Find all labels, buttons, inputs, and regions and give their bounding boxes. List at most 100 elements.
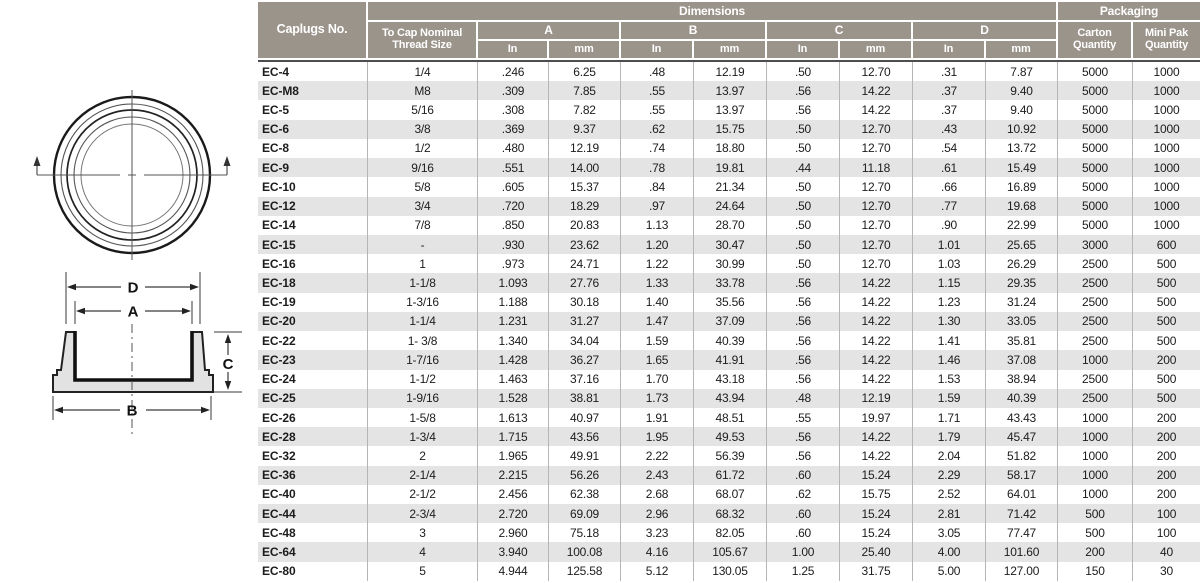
cell-thread-size: 9/16: [368, 158, 478, 178]
cell-c-mm: 11.18: [840, 158, 913, 178]
cell-d-mm: 64.01: [986, 484, 1058, 505]
cell-mini-pak-qty: 200: [1156, 468, 1177, 483]
cell-mini-pak-qty: 1000: [1153, 160, 1180, 175]
cell-a-in: 2.720: [478, 504, 549, 524]
cell-d-in: .61: [913, 158, 986, 178]
cell-carton-qty: 3000: [1058, 234, 1133, 255]
cell-c-mm: 12.70: [840, 234, 913, 255]
cell-caplugs-no: EC-44: [258, 504, 368, 524]
cell-a-mm: 100.08: [549, 542, 621, 562]
cell-d-in: 4.00: [913, 542, 986, 562]
cell-d-in: 5.00: [913, 561, 986, 581]
cell-b-mm: 68.07: [694, 484, 767, 505]
cell-c-mm: 12.70: [840, 177, 913, 197]
cell-a-mm: 43.56: [549, 427, 621, 447]
cell-carton-qty: 5000: [1058, 62, 1133, 82]
cell-d-mm: 77.47: [986, 523, 1058, 543]
cell-c-in: .62: [767, 484, 840, 505]
cell-c-mm: 15.24: [840, 523, 913, 543]
header-group-c: C: [767, 22, 913, 41]
cell-d-mm: 7.87: [986, 62, 1058, 82]
cell-d-mm: 9.40: [986, 81, 1058, 101]
cell-b-mm: 15.75: [694, 119, 767, 139]
cell-b-mm: 49.53: [694, 427, 767, 447]
cell-b-in: 1.91: [621, 407, 694, 428]
cell-thread-size: 3/8: [368, 119, 478, 139]
cell-b-in: 1.65: [621, 350, 694, 370]
cell-d-in: 1.23: [913, 292, 986, 312]
cell-d-mm: 22.99: [986, 215, 1058, 235]
cell-thread-size: 1-3/4: [368, 427, 478, 447]
cell-c-mm: 14.22: [840, 446, 913, 466]
section-arrow-right: [223, 156, 231, 175]
cell-thread-size: 1-1/4: [368, 311, 478, 332]
cell-thread-size: 2: [368, 446, 478, 466]
cell-c-mm: 14.22: [840, 292, 913, 312]
header-thread-size: To Cap Nominal Thread Size: [368, 22, 478, 60]
cell-b-in: .78: [621, 158, 694, 178]
cell-b-in: 2.68: [621, 484, 694, 505]
cell-b-mm: 12.19: [694, 62, 767, 82]
cell-c-mm: 14.22: [840, 81, 913, 101]
cell-caplugs-no: EC-40: [258, 484, 368, 505]
cell-mini-pak-qty: 200: [1156, 410, 1177, 425]
cell-c-mm: 15.24: [840, 504, 913, 524]
cell-a-mm: 30.18: [549, 292, 621, 312]
cell-b-in: 1.95: [621, 427, 694, 447]
cell-a-mm: 15.37: [549, 177, 621, 197]
cell-b-in: 3.23: [621, 523, 694, 543]
table-row: EC-18 1-1/8 1.093 27.76 1.33 33.78 .56 1…: [258, 273, 1200, 293]
cell-a-in: .369: [478, 119, 549, 139]
cell-b-mm: 61.72: [694, 465, 767, 485]
cell-thread-size: 2-1/2: [368, 484, 478, 505]
cell-thread-size: 1-1/8: [368, 273, 478, 293]
cell-b-mm: 30.99: [694, 254, 767, 274]
cell-caplugs-no: EC-10: [258, 177, 368, 197]
cell-a-in: 2.215: [478, 465, 549, 485]
table-row: EC-M8 M8 .309 7.85 .55 13.97 .56 14.22 .…: [258, 81, 1200, 101]
cell-a-mm: 62.38: [549, 484, 621, 505]
cell-caplugs-no: EC-9: [258, 158, 368, 178]
cell-a-mm: 37.16: [549, 369, 621, 389]
cell-d-in: 1.41: [913, 331, 986, 351]
cell-carton-qty: 5000: [1058, 158, 1133, 178]
cell-b-in: 1.40: [621, 292, 694, 312]
cell-thread-size: 1/2: [368, 138, 478, 159]
cell-a-in: .720: [478, 196, 549, 216]
spec-table: Caplugs No. Dimensions Packaging To Cap …: [258, 2, 1200, 581]
cell-thread-size: 5/8: [368, 177, 478, 197]
cell-b-mm: 37.09: [694, 311, 767, 332]
cell-thread-size: 1-7/16: [368, 350, 478, 370]
cell-carton-qty: 2500: [1058, 292, 1133, 312]
table-row: EC-14 7/8 .850 20.83 1.13 28.70 .50 12.7…: [258, 215, 1200, 235]
cell-d-in: 1.03: [913, 254, 986, 274]
cap-top-view: [33, 90, 231, 260]
cell-b-mm: 41.91: [694, 350, 767, 370]
cell-a-in: 1.613: [478, 407, 549, 428]
cell-carton-qty: 1000: [1058, 407, 1133, 428]
cell-thread-size: 1-1/2: [368, 369, 478, 389]
dimension-d: D: [65, 272, 201, 324]
cell-mini-pak-qty: 1000: [1153, 179, 1180, 194]
cell-a-mm: 7.82: [549, 100, 621, 120]
cell-carton-qty: 200: [1058, 542, 1133, 562]
cell-d-in: .54: [913, 138, 986, 159]
header-a-in: In: [478, 41, 549, 60]
cell-caplugs-no: EC-8: [258, 138, 368, 159]
cell-a-in: 1.528: [478, 388, 549, 408]
cell-b-mm: 28.70: [694, 215, 767, 235]
cell-c-mm: 14.22: [840, 369, 913, 389]
cell-d-in: .43: [913, 119, 986, 139]
cell-c-mm: 14.22: [840, 311, 913, 332]
cell-a-mm: 12.19: [549, 138, 621, 159]
table-row: EC-8 1/2 .480 12.19 .74 18.80 .50 12.70 …: [258, 138, 1200, 159]
cell-d-in: .66: [913, 177, 986, 197]
cell-b-in: .74: [621, 138, 694, 159]
cell-b-mm: 82.05: [694, 523, 767, 543]
cell-d-in: 1.53: [913, 369, 986, 389]
table-row: EC-16 1 .973 24.71 1.22 30.99 .50 12.70 …: [258, 254, 1200, 274]
cell-d-mm: 58.17: [986, 465, 1058, 485]
cell-a-in: 2.456: [478, 484, 549, 505]
cell-mini-pak-qty: 1000: [1153, 141, 1180, 156]
dimension-a: A: [74, 301, 193, 324]
